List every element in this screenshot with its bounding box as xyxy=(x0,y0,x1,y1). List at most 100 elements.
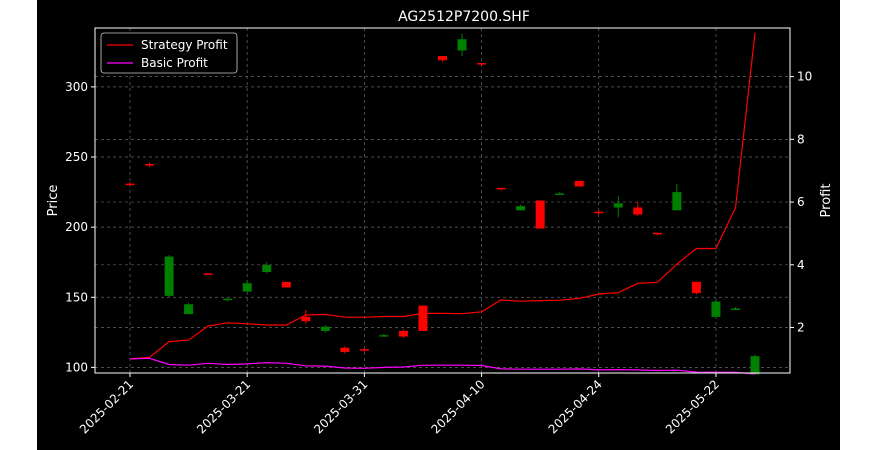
candle xyxy=(711,300,721,317)
candle-body xyxy=(184,304,194,315)
legend-label: Basic Profit xyxy=(141,56,208,70)
chart-figure: AG2512P7200.SHF 100 150 200 250 300 2 4 6 8 10 2… xyxy=(37,0,840,450)
candle-body xyxy=(555,193,565,195)
candle xyxy=(555,192,565,195)
candle xyxy=(281,281,291,288)
candle-body xyxy=(477,63,487,65)
x-tick-label: 2025-04-24 xyxy=(546,377,605,436)
y-tick-label: 250 xyxy=(65,150,88,164)
candle-body xyxy=(340,347,350,352)
candle xyxy=(477,63,487,66)
x-tick-label: 2025-02-21 xyxy=(77,377,136,436)
series-line xyxy=(129,32,756,360)
chart-title: AG2512P7200.SHF xyxy=(398,9,530,25)
candle-body xyxy=(535,200,545,229)
legend-label: Strategy Profit xyxy=(141,38,228,52)
candle-body xyxy=(145,164,155,166)
candle xyxy=(145,162,155,167)
y-tick-label: 150 xyxy=(65,290,88,304)
candle-body xyxy=(320,326,330,331)
candle xyxy=(359,347,369,352)
candle-body xyxy=(242,283,252,292)
plot-frame xyxy=(94,27,791,374)
candle-body xyxy=(750,356,760,375)
profit-lines xyxy=(129,32,756,375)
candle xyxy=(594,210,604,215)
candle xyxy=(516,204,526,211)
candle-body xyxy=(574,180,584,187)
candle-body xyxy=(203,273,213,275)
candle xyxy=(398,329,408,338)
candle-body xyxy=(418,305,428,331)
candle-body xyxy=(613,203,623,208)
candle-body xyxy=(711,301,721,317)
candle xyxy=(340,346,350,354)
x-axis: 2025-02-21 2025-03-21 2025-03-31 2025-04-10… xyxy=(77,373,722,436)
candle xyxy=(730,307,740,310)
candle xyxy=(613,196,623,218)
candle-body xyxy=(652,232,662,235)
candle xyxy=(691,281,701,295)
candle xyxy=(223,298,233,302)
y2-tick-label: 2 xyxy=(797,321,805,335)
y-tick-label: 200 xyxy=(65,220,88,234)
candle xyxy=(438,56,447,62)
candle-body xyxy=(672,192,682,211)
y2-tick-label: 4 xyxy=(797,258,805,272)
series-line xyxy=(129,357,756,375)
candle xyxy=(301,309,311,324)
candle-body xyxy=(262,265,272,273)
y2-tick-label: 10 xyxy=(797,70,812,84)
candle-body xyxy=(125,183,135,186)
y-axis-right: 2 4 6 8 10 xyxy=(790,70,812,335)
candle-body xyxy=(691,281,701,294)
y2-tick-label: 6 xyxy=(797,195,805,209)
x-tick-label: 2025-05-22 xyxy=(663,377,722,436)
candlestick-chart: AG2512P7200.SHF 100 150 200 250 300 2 4 6 8 10 2… xyxy=(46,9,834,436)
candle-body xyxy=(379,335,389,337)
candle xyxy=(125,182,135,186)
candle xyxy=(164,255,174,298)
candle-body xyxy=(281,281,291,288)
y-tick-label: 300 xyxy=(65,80,88,94)
candle xyxy=(672,183,682,211)
candle xyxy=(750,354,760,375)
candle xyxy=(652,232,662,236)
candle-body xyxy=(516,206,526,211)
candle-body xyxy=(301,316,311,322)
x-tick-label: 2025-03-31 xyxy=(311,377,370,436)
candle-body xyxy=(164,256,174,296)
candle-body xyxy=(359,349,369,351)
candle xyxy=(457,33,467,57)
candle xyxy=(242,280,252,292)
candle xyxy=(203,273,213,275)
candle xyxy=(574,180,584,187)
x-tick-label: 2025-03-21 xyxy=(194,377,253,436)
candle-body xyxy=(457,39,467,51)
candle xyxy=(379,333,389,337)
candle-body xyxy=(223,298,233,301)
y2-axis-title: Profit xyxy=(819,184,834,218)
candle xyxy=(633,201,643,216)
grid-lines xyxy=(95,28,790,373)
candle-body xyxy=(496,187,506,190)
candle-body xyxy=(594,211,604,214)
candle xyxy=(535,200,545,229)
y2-tick-label: 8 xyxy=(797,132,805,146)
candle-body xyxy=(730,308,740,310)
candle xyxy=(320,325,330,333)
candle xyxy=(496,187,506,191)
candle-body xyxy=(633,207,643,215)
candle xyxy=(262,262,272,274)
candle-body xyxy=(398,330,408,337)
candle-body xyxy=(438,56,447,61)
x-tick-label: 2025-04-10 xyxy=(428,377,487,436)
legend-box xyxy=(100,32,238,74)
y-axis-title: Price xyxy=(46,185,61,217)
candle xyxy=(418,305,428,331)
legend: Strategy Profit Basic Profit xyxy=(100,32,238,74)
y-tick-label: 100 xyxy=(65,360,88,374)
y-axis-left: 100 150 200 250 300 xyxy=(65,80,95,374)
candles xyxy=(125,33,760,375)
candle xyxy=(184,302,194,315)
